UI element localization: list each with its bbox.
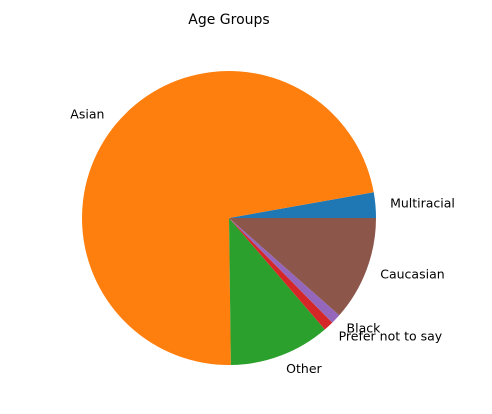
pie-slice-prefer-not-to-say bbox=[229, 218, 333, 330]
pie-label-prefer-not-to-say: Prefer not to say bbox=[339, 328, 443, 343]
pie-label-multiracial: Multiracial bbox=[390, 195, 455, 210]
pie-label-asian: Asian bbox=[70, 106, 104, 121]
pie-labels: Multiracial Asian Other Prefer not to sayBl… bbox=[70, 106, 455, 375]
pie-label-other: Other bbox=[286, 361, 322, 376]
pie-label-caucasian: Caucasian bbox=[380, 267, 444, 282]
pie-label-black: Black bbox=[347, 321, 382, 336]
pie-slice-other bbox=[229, 218, 325, 365]
pie-slices bbox=[81, 71, 376, 366]
pie-slice-black bbox=[229, 218, 340, 323]
pie-slice-asian bbox=[81, 71, 374, 366]
pie-slice-multiracial bbox=[229, 192, 376, 218]
pie-slice-caucasian bbox=[229, 218, 376, 316]
chart-title: Age Groups bbox=[188, 12, 269, 28]
